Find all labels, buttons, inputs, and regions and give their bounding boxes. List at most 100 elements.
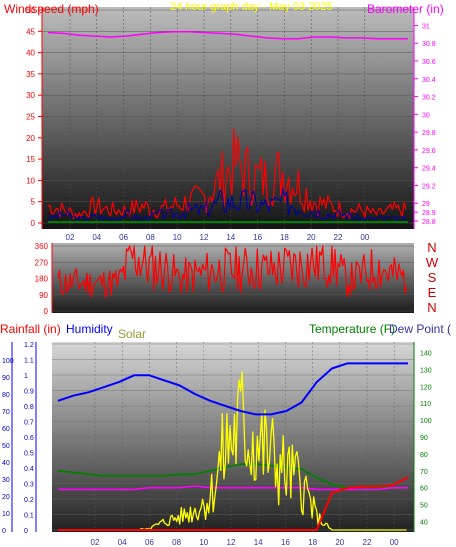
x-tick-label: 00 [390,538,399,547]
wind-plot-area [42,7,414,229]
x-tick-label: 18 [308,538,317,547]
baro-tick-label: 30.4 [422,77,436,84]
baro-tick-label: 30 [422,112,430,119]
rain-tick-label: 1 [24,373,28,380]
rain-tick-label: 0.7 [24,420,34,427]
compass-label: N [427,240,436,255]
x-tick-label: 12 [227,538,236,547]
winddir-gridlines [52,245,414,312]
x-tick-label: 04 [118,538,127,547]
x-tick-label: 00 [360,233,369,242]
baro-tick-label: 31 [422,23,430,30]
baro-tick-label: 28.9 [422,210,436,217]
x-tick-label: 08 [146,233,155,242]
barometer-title: Barometer (in) [367,2,444,16]
wind-tick-label: 5 [31,198,36,207]
humidity-tick-label: 10 [2,511,10,518]
windspeed-title: Windspeed (mph) [4,2,99,16]
x-tick-label: 22 [363,538,372,547]
rain-tick-label: 0.6 [24,435,34,442]
humidity-tick-label: 40 [2,460,10,467]
x-tick-label: 10 [199,538,208,547]
temperature-tick-label: 70 [420,469,428,476]
x-tick-label: 02 [91,538,100,547]
wind-tick-label: 20 [26,134,35,143]
rain-tick-label: 0.5 [24,451,34,458]
baro-tick-label: 30.8 [422,41,436,48]
winddir-plot-area [52,243,414,313]
x-tick-label: 20 [335,538,344,547]
x-tick-label: 22 [334,233,343,242]
wind-tick-label: 40 [26,49,35,58]
temperature-line [58,485,408,491]
rain-tick-label: 0 [24,528,28,535]
x-tick-label: 16 [253,233,262,242]
x-tick-label: 02 [66,233,75,242]
rain-tick-label: 1.2 [24,342,34,349]
baro-tick-label: 28.8 [422,219,436,226]
compass-label: S [428,270,437,285]
humidity-tick-label: 60 [2,426,10,433]
baro-tick-label: 30.2 [422,95,436,102]
x-tick-label: 06 [145,538,154,547]
wind-tick-label: 35 [26,70,35,79]
x-tick-label: 14 [226,233,235,242]
baro-tick-label: 29.8 [422,130,436,137]
baro-tick-label: 29.6 [422,148,436,155]
wind-series-group [47,30,408,223]
wind-tick-label: 15 [26,155,35,164]
winddir-series-group [57,245,408,298]
compass-label: E [428,285,437,300]
humidity-title: Humidity [66,322,113,336]
rain-tick-label: 0.3 [24,482,34,489]
rain-tick-label: 0.1 [24,513,34,520]
temperature-tick-label: 110 [420,401,431,408]
humidity-tick-label: 80 [2,392,10,399]
solar-title: Solar [118,327,146,341]
humidity-tick-label: 30 [2,477,10,484]
humidity-tick-label: 20 [2,494,10,501]
temperature-title: Temperature (F) [309,322,395,336]
temperature-tick-label: 120 [420,384,432,391]
humidity-y-ticks: 0 10 20 30 40 50 60 70 80 90 100 [2,358,14,535]
temperature-tick-label: 100 [420,418,432,425]
temperature-tick-label: 140 [420,350,432,357]
baro-tick-label: 29 [422,201,430,208]
gust-line [47,128,407,220]
wind-tick-label: 0 [31,219,36,228]
wind-y-ticks: 0 5 10 15 20 25 30 35 40 45 50 [26,6,42,228]
winddir-line [57,245,408,298]
x-ticks-panel3: 02 04 06 08 10 12 14 16 18 20 22 00 [91,538,400,547]
rain-line [58,476,409,531]
temperature-tick-label: 40 [420,520,428,527]
temperature-tick-label: 130 [420,367,432,374]
humidity-tick-label: 0 [2,528,6,535]
x-tick-label: 10 [173,233,182,242]
wind-tick-label: 30 [26,91,35,100]
barometer-line [47,30,408,40]
main-title: 24 hour graph day - May 03 2025 [170,1,333,13]
x-ticks-panel1: 02 04 06 08 10 12 14 16 18 20 22 00 [66,233,370,242]
temperature-tick-label: 60 [420,486,428,493]
temperature-tick-label: 50 [420,503,428,510]
rain-y-ticks: 0 0.1 0.2 0.3 0.4 0.5 0.6 0.7 0.8 0.9 1 1.1 1.2 [24,342,34,535]
temperature-y-ticks: 40 50 60 70 80 90 100 110 120 130 140 [420,350,432,526]
baro-tick-label: 29.2 [422,183,436,190]
dewpoint-title: Dew Point ( [389,322,451,336]
winddir-tick-label: 360 [35,242,49,251]
rain-tick-label: 0.2 [24,497,34,504]
baro-tick-label: 29.4 [422,166,436,173]
x-tick-label: 16 [281,538,290,547]
x-tick-label: 08 [172,538,181,547]
x-tick-label: 14 [254,538,263,547]
baro-y-ticks: 28.8 28.9 29 29.2 29.4 29.6 29.8 30 30.2 30.4 30.6… [414,23,436,226]
climate-series-group [57,362,409,531]
wind-tick-label: 50 [26,6,35,15]
winddir-tick-label: 90 [39,291,48,300]
winddir-tick-label: 270 [35,258,49,267]
wind-tick-label: 10 [26,176,35,185]
baro-tick-label: 30.6 [422,59,436,66]
x-tick-label: 12 [200,233,209,242]
